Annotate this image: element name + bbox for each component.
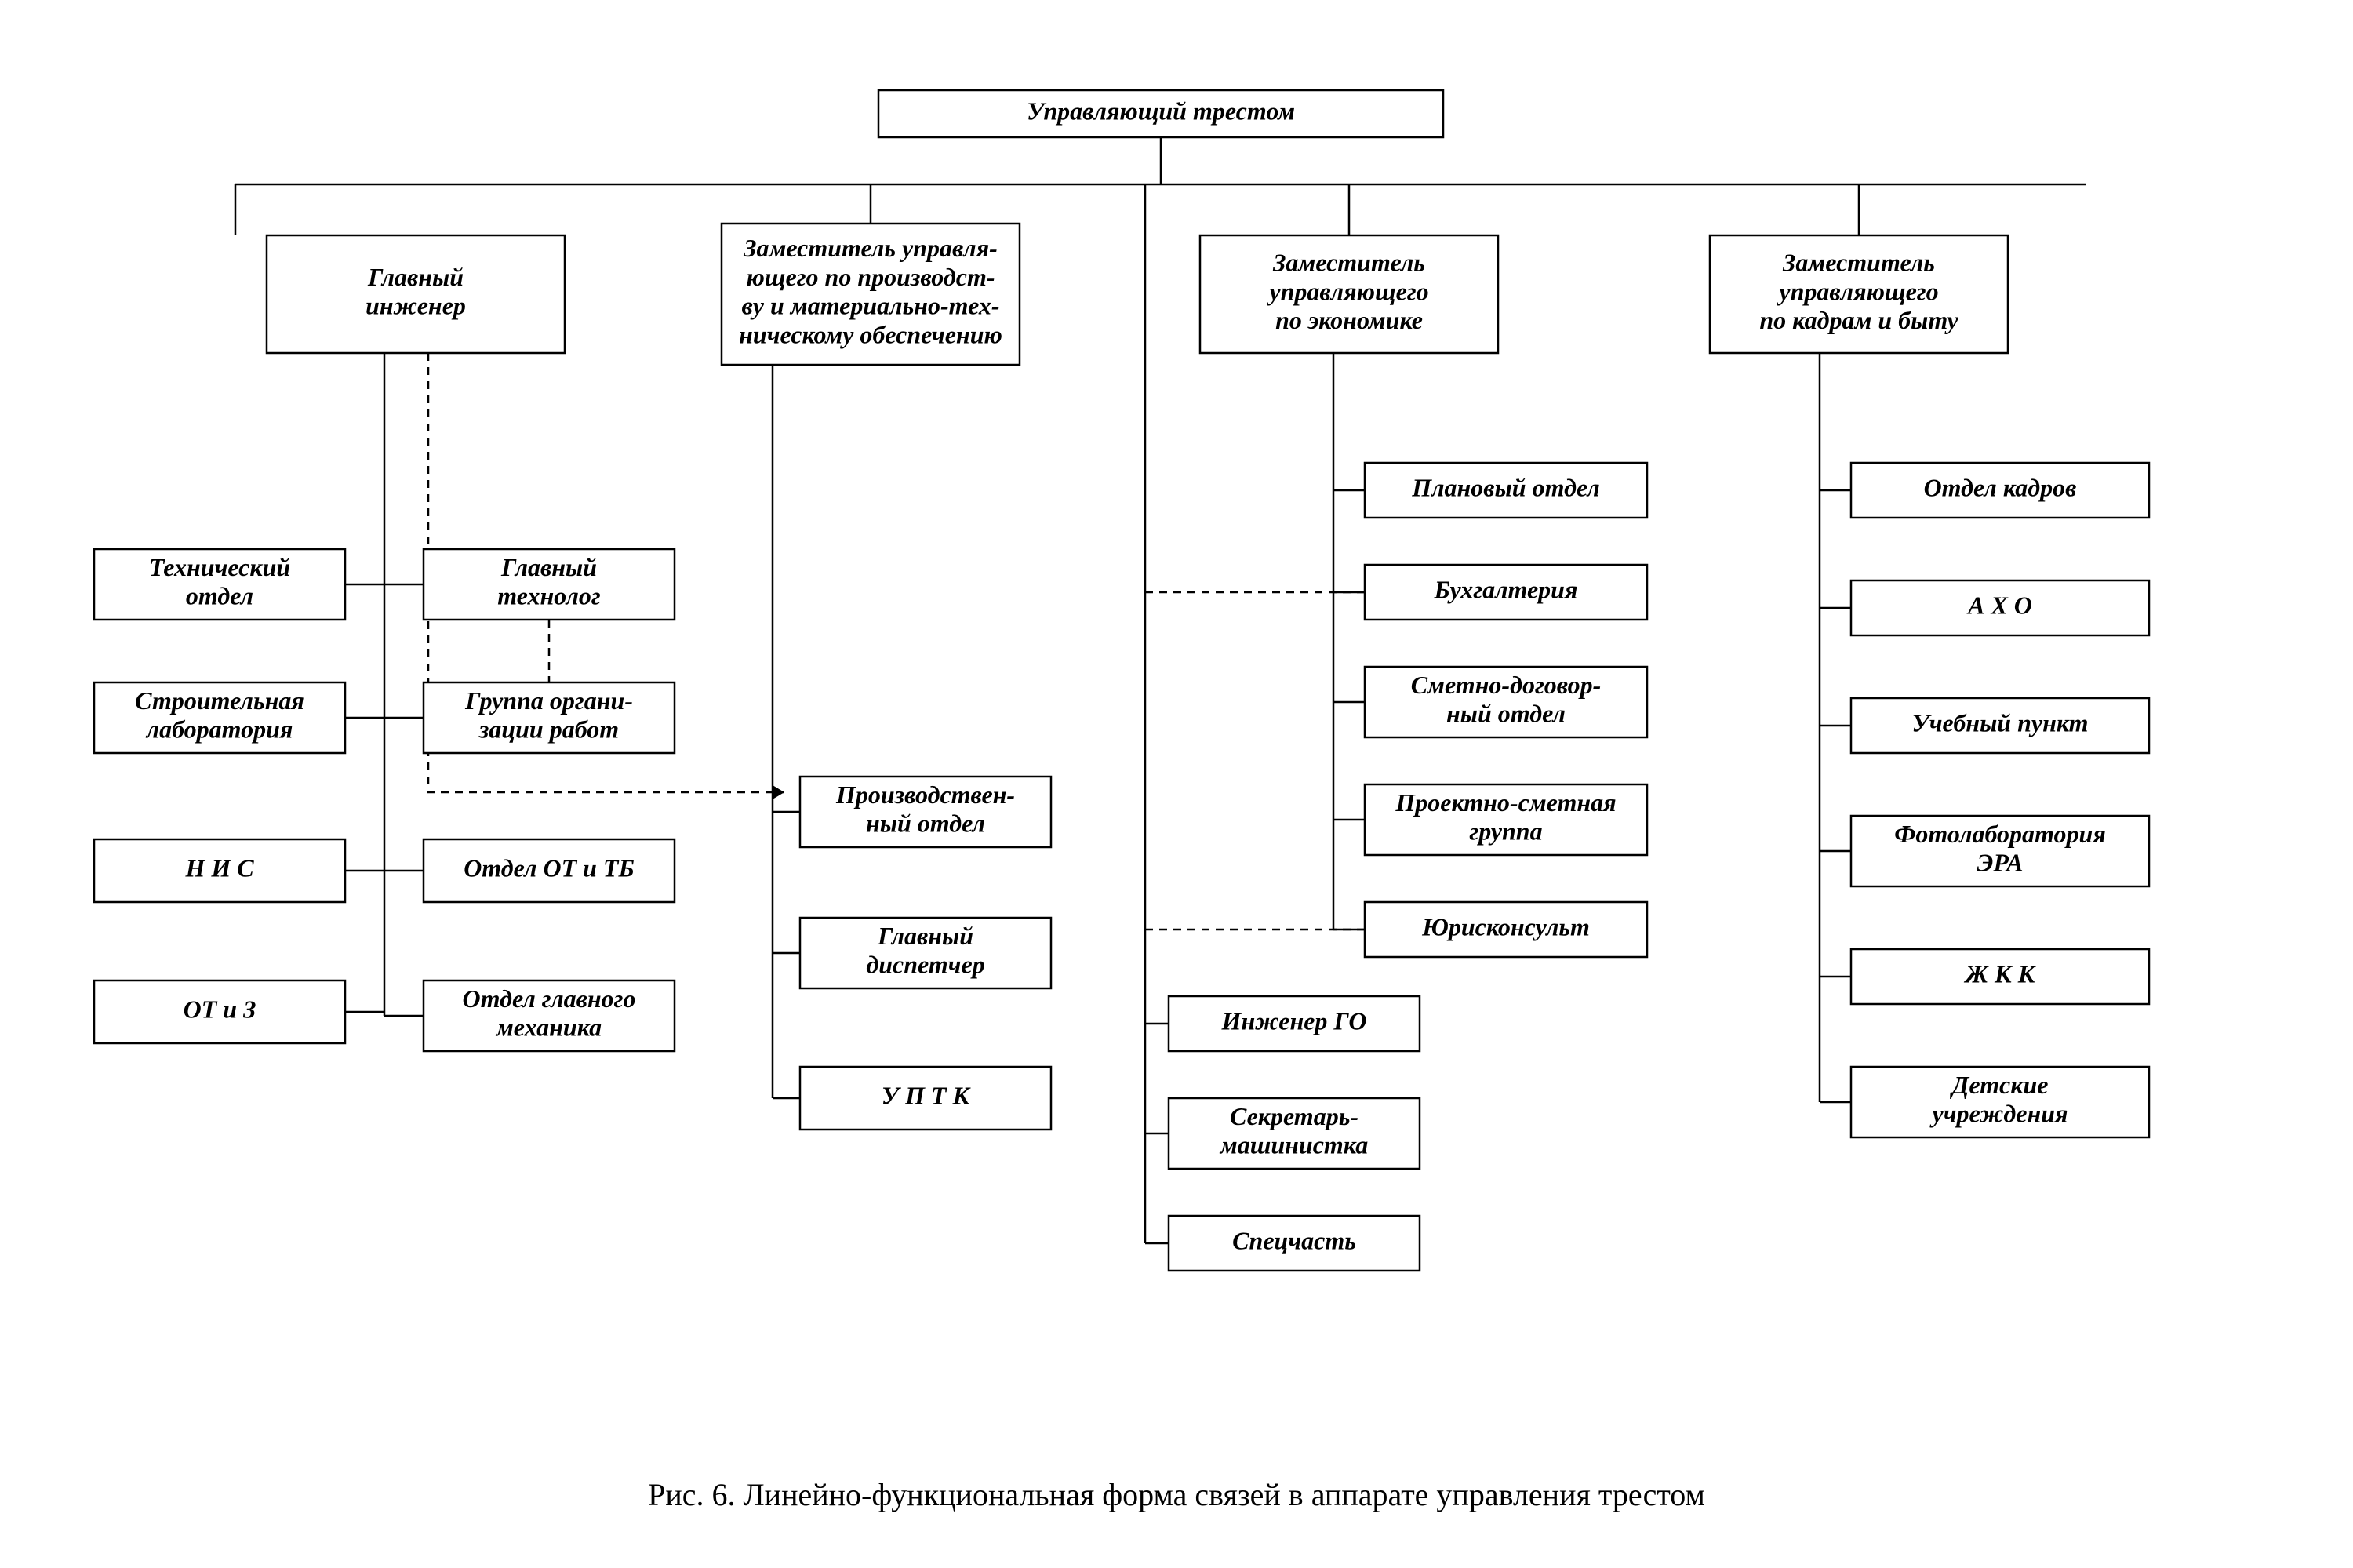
node-foto-label: ЭРА: [1977, 849, 2024, 877]
node-zhkk-label: Ж К К: [1964, 959, 2037, 988]
node-nis: Н И С: [94, 839, 345, 902]
node-prod-label: ву и материально-тех-: [741, 292, 999, 320]
org-chart-diagram: Управляющий трестомГлавныйинженерЗамести…: [0, 0, 2353, 1568]
node-aho: А Х О: [1851, 580, 2149, 635]
node-econ-label: управляющего: [1266, 277, 1428, 305]
node-proizv: Производствен-ный отдел: [800, 777, 1051, 847]
node-kadr: Заместительуправляющегопо кадрам и быту: [1710, 235, 2008, 353]
node-gl_tech: Главныйтехнолог: [424, 549, 675, 620]
node-buch-label: Бухгалтерия: [1434, 575, 1578, 603]
node-eng-label: Главный: [367, 263, 464, 291]
node-sekr-label: Секретарь-: [1230, 1102, 1358, 1130]
arrowhead-icon: [773, 786, 784, 799]
node-ot_z: ОТ и З: [94, 980, 345, 1043]
node-econ: Заместительуправляющегопо экономике: [1200, 235, 1498, 353]
nodes: Управляющий трестомГлавныйинженерЗамести…: [94, 90, 2149, 1271]
node-eng-label: инженер: [365, 292, 466, 320]
node-ucheb: Учебный пункт: [1851, 698, 2149, 753]
node-econ-label: по экономике: [1275, 306, 1423, 334]
node-gl_tech-label: Главный: [500, 553, 597, 581]
node-det-label: Детские: [1950, 1071, 2049, 1099]
node-kadr-label: по кадрам и быту: [1759, 306, 1958, 334]
node-kadry: Отдел кадров: [1851, 463, 2149, 518]
node-ot_z-label: ОТ и З: [184, 995, 256, 1023]
node-buch: Бухгалтерия: [1365, 565, 1647, 620]
node-stroi_lab: Строительнаялаборатория: [94, 682, 345, 753]
node-stroi_lab-label: Строительная: [135, 686, 304, 715]
node-tech_otd-label: отдел: [186, 582, 253, 610]
node-prod-label: ющего по производст-: [747, 263, 995, 291]
node-uptk-label: У П Т К: [882, 1081, 972, 1109]
node-grp_org-label: Группа органи-: [464, 686, 633, 715]
node-proizv-label: Производствен-: [835, 780, 1015, 809]
node-jurist: Юрисконсульт: [1365, 902, 1647, 957]
node-kadry-label: Отдел кадров: [1924, 473, 2077, 501]
node-ing_go: Инженер ГО: [1169, 996, 1420, 1051]
node-econ-label: Заместитель: [1272, 249, 1425, 277]
node-prod-label: Заместитель управля-: [743, 234, 998, 262]
node-det-label: учреждения: [1929, 1100, 2068, 1128]
node-ot_tb-label: Отдел ОТ и ТБ: [464, 853, 635, 882]
node-foto-label: Фотолаборатория: [1894, 820, 2106, 848]
node-disp-label: диспетчер: [866, 951, 984, 979]
node-plan: Плановый отдел: [1365, 463, 1647, 518]
node-disp-label: Главный: [877, 922, 973, 950]
node-zhkk: Ж К К: [1851, 949, 2149, 1004]
node-proekt: Проектно-сметнаягруппа: [1365, 784, 1647, 855]
node-proizv-label: ный отдел: [866, 809, 985, 838]
node-plan-label: Плановый отдел: [1411, 473, 1600, 501]
node-grp_org-label: зации работ: [478, 715, 619, 744]
node-disp: Главныйдиспетчер: [800, 918, 1051, 988]
node-proekt-label: Проектно-сметная: [1395, 788, 1616, 817]
node-smet-label: Сметно-договор-: [1411, 671, 1602, 699]
node-uptk: У П Т К: [800, 1067, 1051, 1130]
node-gl_tech-label: технолог: [497, 582, 601, 610]
node-ing_go-label: Инженер ГО: [1221, 1006, 1367, 1035]
node-ogm-label: механика: [495, 1013, 602, 1042]
node-eng: Главныйинженер: [267, 235, 565, 353]
node-smet: Сметно-договор-ный отдел: [1365, 667, 1647, 737]
node-prod-label: ническому обеспечению: [739, 321, 1002, 349]
node-nis-label: Н И С: [184, 853, 254, 882]
node-tech_otd-label: Технический: [149, 553, 290, 581]
node-kadr-label: Заместитель: [1782, 249, 1935, 277]
node-spec: Спецчасть: [1169, 1216, 1420, 1271]
node-aho-label: А Х О: [1966, 591, 2032, 619]
node-jurist-label: Юрисконсульт: [1421, 912, 1590, 940]
node-tech_otd: Техническийотдел: [94, 549, 345, 620]
node-det: Детскиеучреждения: [1851, 1067, 2149, 1137]
node-prod: Заместитель управля-ющего по производст-…: [722, 224, 1020, 365]
node-sekr-label: машинистка: [1219, 1131, 1368, 1159]
node-spec-label: Спецчасть: [1232, 1226, 1356, 1254]
node-sekr: Секретарь-машинистка: [1169, 1098, 1420, 1169]
node-grp_org: Группа органи-зации работ: [424, 682, 675, 753]
node-ucheb-label: Учебный пункт: [1911, 708, 2088, 737]
node-root: Управляющий трестом: [878, 90, 1443, 137]
node-root-label: Управляющий трестом: [1027, 96, 1295, 125]
node-foto: ФотолабораторияЭРА: [1851, 816, 2149, 886]
node-smet-label: ный отдел: [1446, 700, 1566, 728]
node-ogm-label: Отдел главного: [463, 984, 636, 1013]
node-ot_tb: Отдел ОТ и ТБ: [424, 839, 675, 902]
node-ogm: Отдел главногомеханика: [424, 980, 675, 1051]
node-proekt-label: группа: [1469, 817, 1542, 846]
node-kadr-label: управляющего: [1776, 277, 1938, 305]
node-stroi_lab-label: лаборатория: [145, 715, 293, 744]
figure-caption: Рис. 6. Линейно-функциональная форма свя…: [648, 1477, 1705, 1512]
